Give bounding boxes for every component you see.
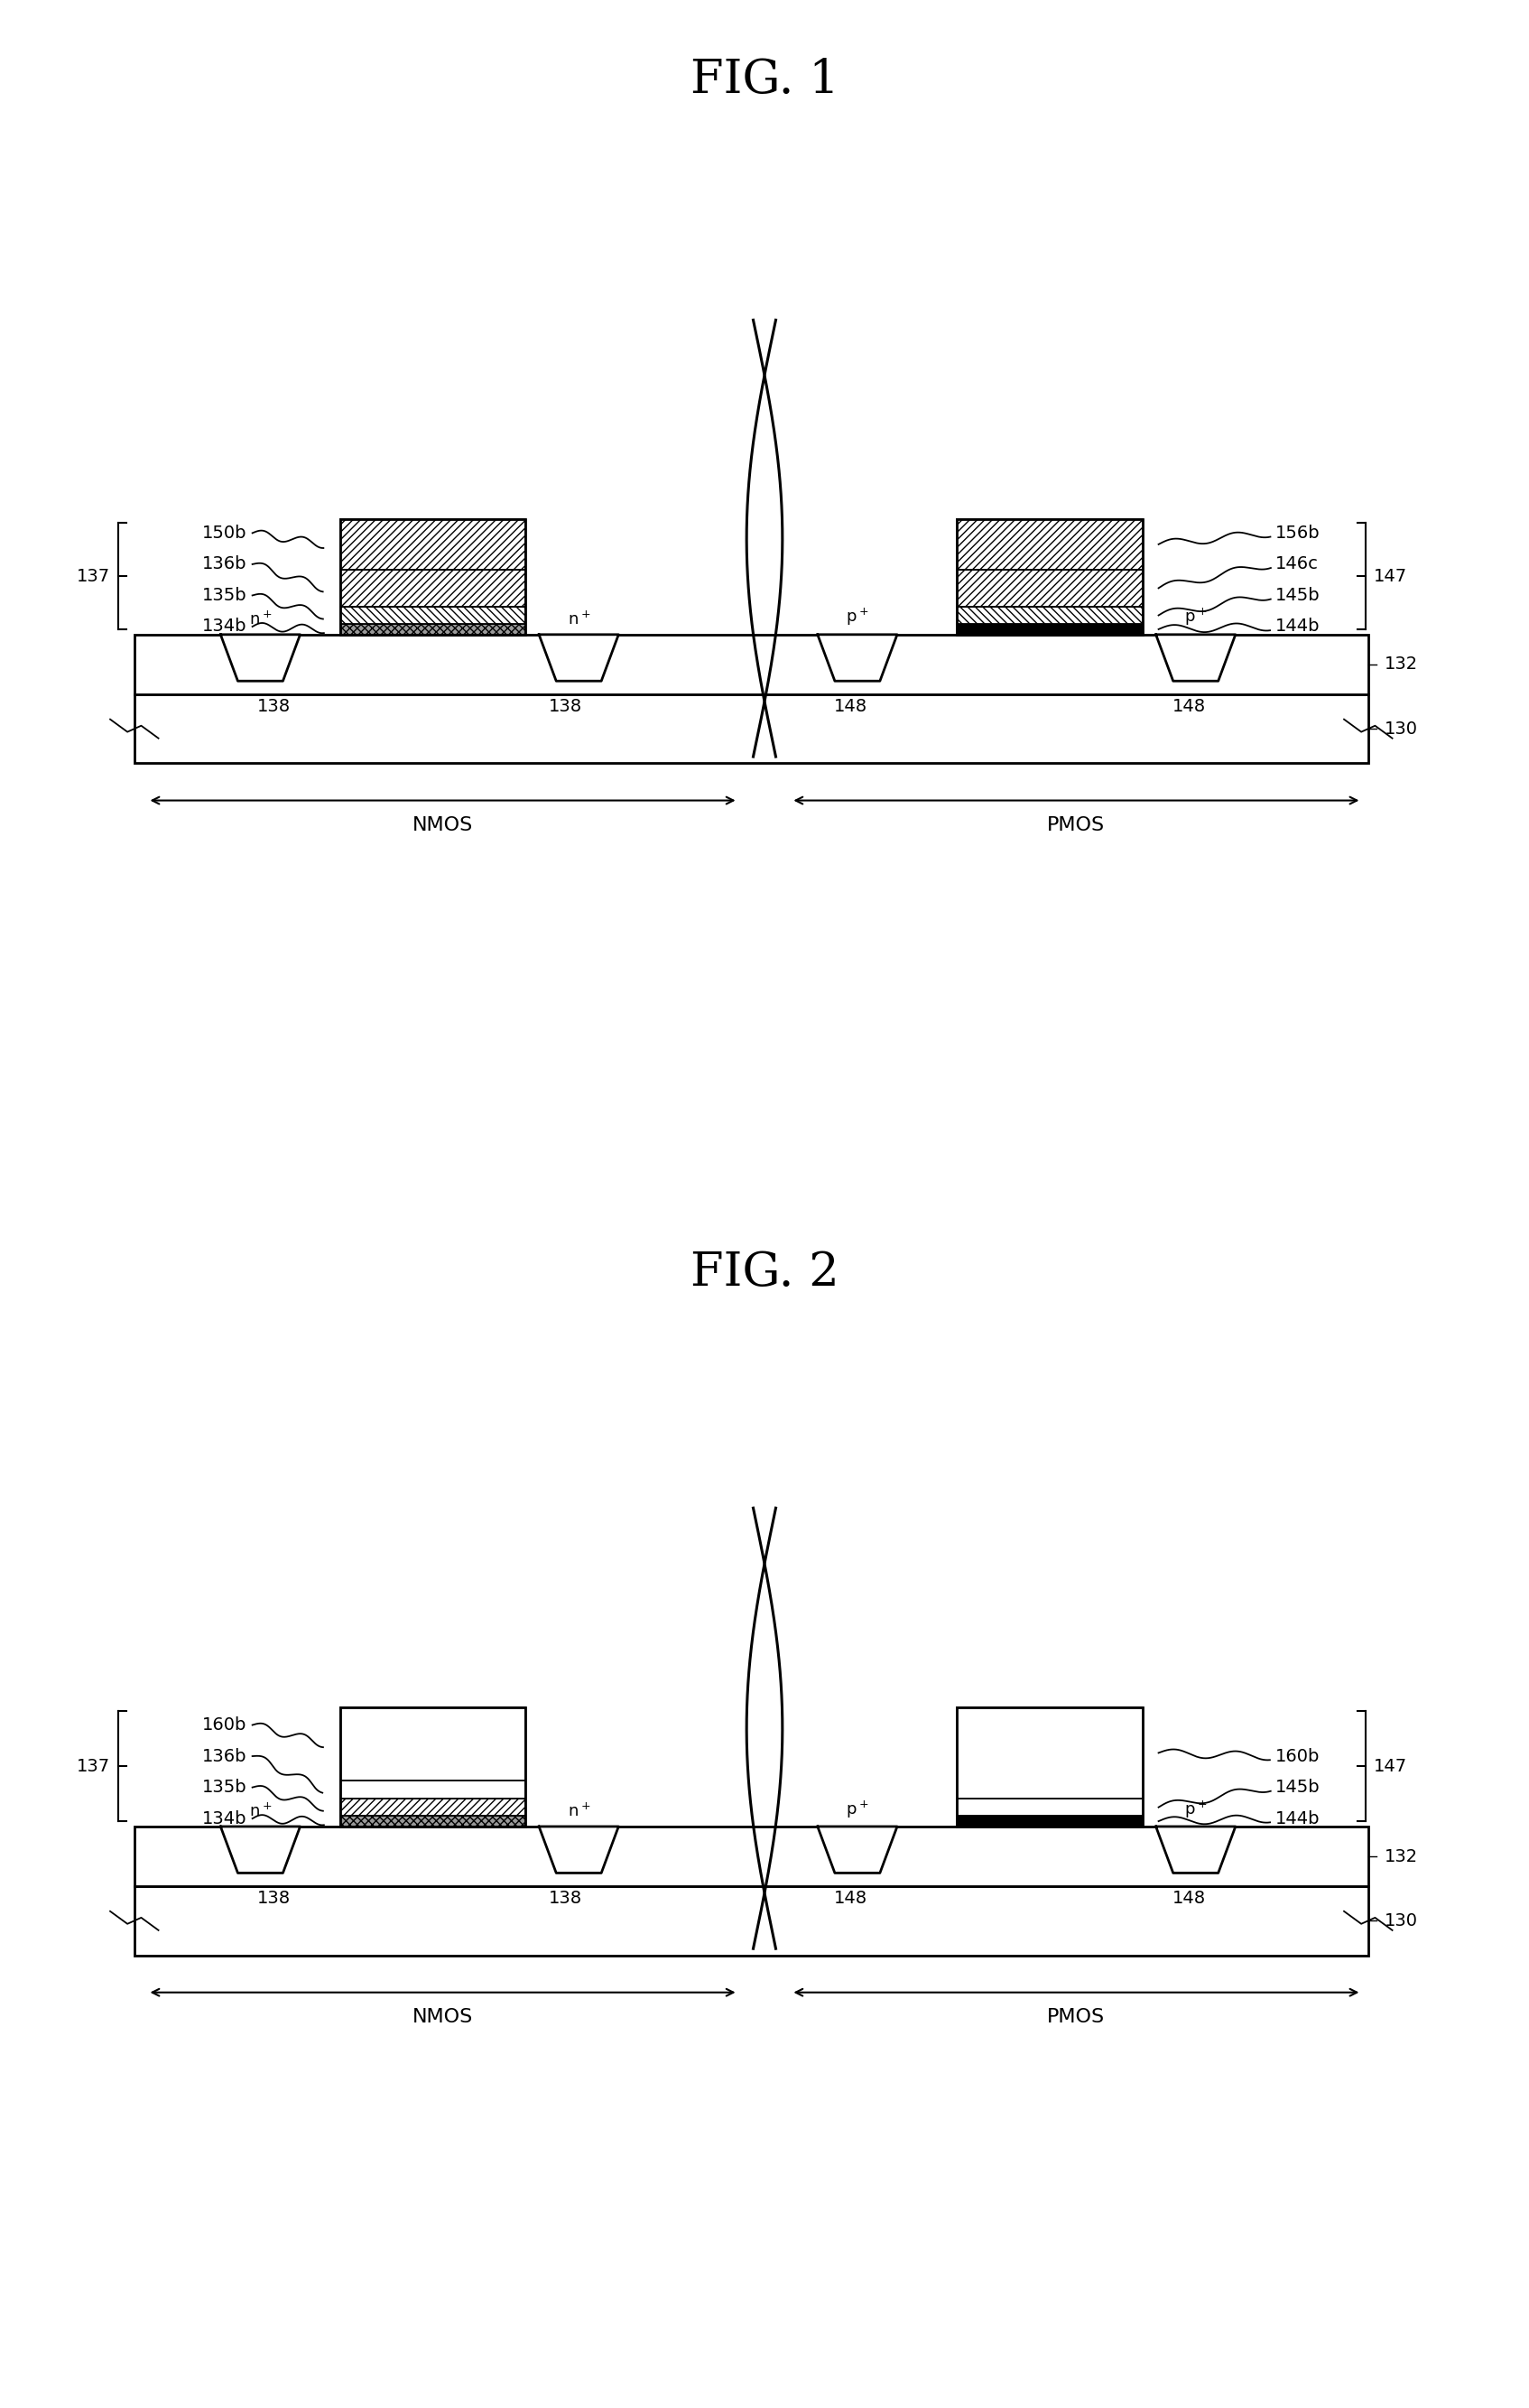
Bar — [957, 1816, 1142, 1828]
Text: 160b: 160b — [1275, 1748, 1320, 1765]
Text: 144b: 144b — [1275, 1811, 1320, 1828]
Text: 148: 148 — [1173, 1890, 1206, 1907]
Bar — [339, 1707, 526, 1780]
Bar — [339, 624, 526, 636]
Polygon shape — [1156, 636, 1235, 681]
Text: 134b: 134b — [202, 1811, 248, 1828]
Text: 135b: 135b — [202, 588, 248, 604]
Polygon shape — [538, 636, 619, 681]
Text: 146c: 146c — [1275, 556, 1318, 573]
Polygon shape — [220, 636, 300, 681]
Text: 135b: 135b — [202, 1780, 248, 1796]
Text: NMOS: NMOS — [413, 816, 472, 836]
Bar — [339, 607, 526, 624]
Text: FIG. 1: FIG. 1 — [690, 58, 839, 104]
Text: p$^+$: p$^+$ — [1185, 1799, 1206, 1820]
Text: 150b: 150b — [202, 525, 248, 542]
Bar — [135, 636, 1368, 694]
Bar — [957, 1707, 1142, 1828]
Text: n$^+$: n$^+$ — [249, 1804, 272, 1820]
Text: 147: 147 — [1373, 1758, 1407, 1775]
Text: n$^+$: n$^+$ — [249, 612, 272, 628]
Text: 137: 137 — [76, 1758, 110, 1775]
Text: NMOS: NMOS — [413, 2008, 472, 2028]
Text: 148: 148 — [833, 1890, 867, 1907]
Text: 134b: 134b — [202, 619, 248, 636]
Text: 137: 137 — [76, 568, 110, 585]
Text: 132: 132 — [1384, 1847, 1417, 1864]
Bar — [135, 1885, 1368, 1955]
Text: 138: 138 — [257, 698, 291, 715]
Text: n$^+$: n$^+$ — [567, 612, 590, 628]
Text: n$^+$: n$^+$ — [567, 1804, 590, 1820]
Text: p$^+$: p$^+$ — [1185, 607, 1206, 628]
Bar — [339, 1707, 526, 1828]
Polygon shape — [818, 636, 898, 681]
Text: 138: 138 — [549, 1890, 583, 1907]
Text: p$^+$: p$^+$ — [846, 607, 868, 628]
Text: 138: 138 — [257, 1890, 291, 1907]
Text: 130: 130 — [1384, 1912, 1417, 1929]
Bar — [957, 571, 1142, 607]
Text: FIG. 2: FIG. 2 — [690, 1250, 839, 1296]
Bar — [957, 1799, 1142, 1816]
Text: 148: 148 — [833, 698, 867, 715]
Bar — [135, 1828, 1368, 1885]
Bar — [957, 607, 1142, 624]
Text: 144b: 144b — [1275, 619, 1320, 636]
Text: 145b: 145b — [1275, 1780, 1320, 1796]
Text: 156b: 156b — [1275, 525, 1320, 542]
Text: 136b: 136b — [202, 556, 248, 573]
Bar — [957, 520, 1142, 636]
Polygon shape — [538, 1828, 619, 1873]
Text: 160b: 160b — [202, 1717, 248, 1734]
Bar — [339, 520, 526, 571]
Text: PMOS: PMOS — [1047, 816, 1105, 836]
Text: 138: 138 — [549, 698, 583, 715]
Text: 132: 132 — [1384, 655, 1417, 672]
Text: 148: 148 — [1173, 698, 1206, 715]
Bar — [339, 571, 526, 607]
Bar — [957, 520, 1142, 571]
Text: PMOS: PMOS — [1047, 2008, 1105, 2028]
Polygon shape — [818, 1828, 898, 1873]
Polygon shape — [1156, 1828, 1235, 1873]
Text: 147: 147 — [1373, 568, 1407, 585]
Text: 145b: 145b — [1275, 588, 1320, 604]
Text: p$^+$: p$^+$ — [846, 1799, 868, 1820]
Text: 130: 130 — [1384, 720, 1417, 737]
Bar — [957, 1707, 1142, 1799]
Text: 136b: 136b — [202, 1748, 248, 1765]
Polygon shape — [220, 1828, 300, 1873]
Bar — [339, 1816, 526, 1828]
Bar — [339, 1780, 526, 1799]
Bar — [135, 694, 1368, 763]
Bar — [957, 624, 1142, 636]
Bar — [339, 1799, 526, 1816]
Bar — [339, 520, 526, 636]
